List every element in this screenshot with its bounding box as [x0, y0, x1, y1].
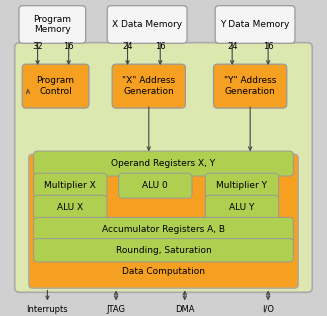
FancyBboxPatch shape — [34, 217, 293, 242]
Text: ALU 0: ALU 0 — [143, 181, 168, 190]
FancyBboxPatch shape — [205, 173, 279, 198]
FancyBboxPatch shape — [205, 195, 279, 220]
FancyBboxPatch shape — [34, 195, 107, 220]
FancyBboxPatch shape — [19, 6, 86, 43]
Text: "X" Address
Generation: "X" Address Generation — [122, 76, 175, 96]
FancyBboxPatch shape — [34, 151, 293, 176]
Text: DMA: DMA — [175, 305, 195, 313]
Text: 32: 32 — [32, 42, 43, 51]
Text: Data Computation: Data Computation — [122, 267, 205, 276]
Text: 24: 24 — [227, 42, 237, 51]
FancyBboxPatch shape — [214, 64, 287, 108]
Text: 16: 16 — [63, 42, 74, 51]
Text: Program
Control: Program Control — [37, 76, 75, 96]
FancyBboxPatch shape — [112, 64, 185, 108]
Text: 16: 16 — [263, 42, 273, 51]
FancyBboxPatch shape — [119, 173, 192, 198]
Text: Y Data Memory: Y Data Memory — [220, 20, 290, 29]
FancyBboxPatch shape — [107, 6, 187, 43]
Text: Multiplier Y: Multiplier Y — [216, 181, 267, 190]
FancyBboxPatch shape — [34, 239, 293, 262]
Text: Accumulator Registers A, B: Accumulator Registers A, B — [102, 225, 225, 234]
Text: ALU Y: ALU Y — [229, 203, 255, 212]
Text: 24: 24 — [122, 42, 133, 51]
Text: Operand Registers X, Y: Operand Registers X, Y — [112, 159, 215, 168]
FancyBboxPatch shape — [15, 43, 312, 292]
Text: JTAG: JTAG — [107, 305, 126, 313]
Text: X Data Memory: X Data Memory — [112, 20, 182, 29]
Text: Multiplier X: Multiplier X — [44, 181, 96, 190]
Text: I/O: I/O — [262, 305, 274, 313]
Text: Rounding, Saturation: Rounding, Saturation — [116, 246, 211, 255]
Text: Program
Memory: Program Memory — [33, 15, 71, 34]
FancyBboxPatch shape — [29, 154, 298, 288]
FancyBboxPatch shape — [215, 6, 295, 43]
Text: Interrupts: Interrupts — [26, 305, 68, 313]
Text: "Y" Address
Generation: "Y" Address Generation — [224, 76, 276, 96]
FancyBboxPatch shape — [34, 173, 107, 198]
Text: ALU X: ALU X — [57, 203, 83, 212]
FancyBboxPatch shape — [22, 64, 89, 108]
Text: 16: 16 — [155, 42, 165, 51]
